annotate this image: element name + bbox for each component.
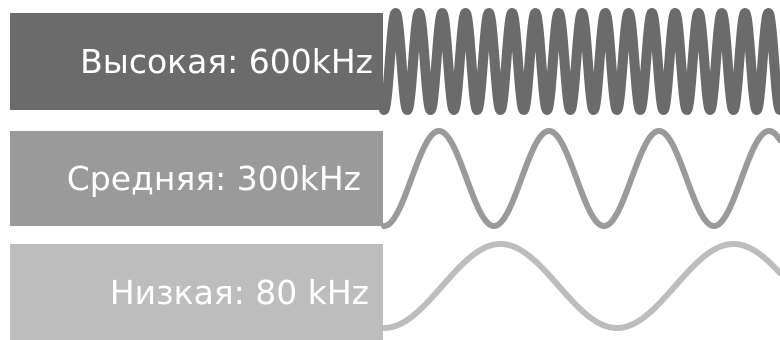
- medium-frequency-wave: [381, 128, 780, 229]
- low-frequency-band: Низкая: 80 kHz: [0, 232, 780, 340]
- low-wave-line: [381, 241, 780, 331]
- high-wave-line: [379, 8, 780, 115]
- low-frequency-wave: [381, 241, 780, 331]
- high-frequency-label: Высокая: 600kHz: [10, 13, 383, 110]
- medium-frequency-band: Средняя: 300kHz: [0, 112, 780, 232]
- high-frequency-wave: [379, 8, 780, 115]
- medium-frequency-label: Средняя: 300kHz: [10, 131, 383, 226]
- low-frequency-label: Низкая: 80 kHz: [10, 244, 383, 340]
- mid-wave-line: [381, 128, 780, 229]
- high-frequency-band: Высокая: 600kHz: [0, 0, 780, 115]
